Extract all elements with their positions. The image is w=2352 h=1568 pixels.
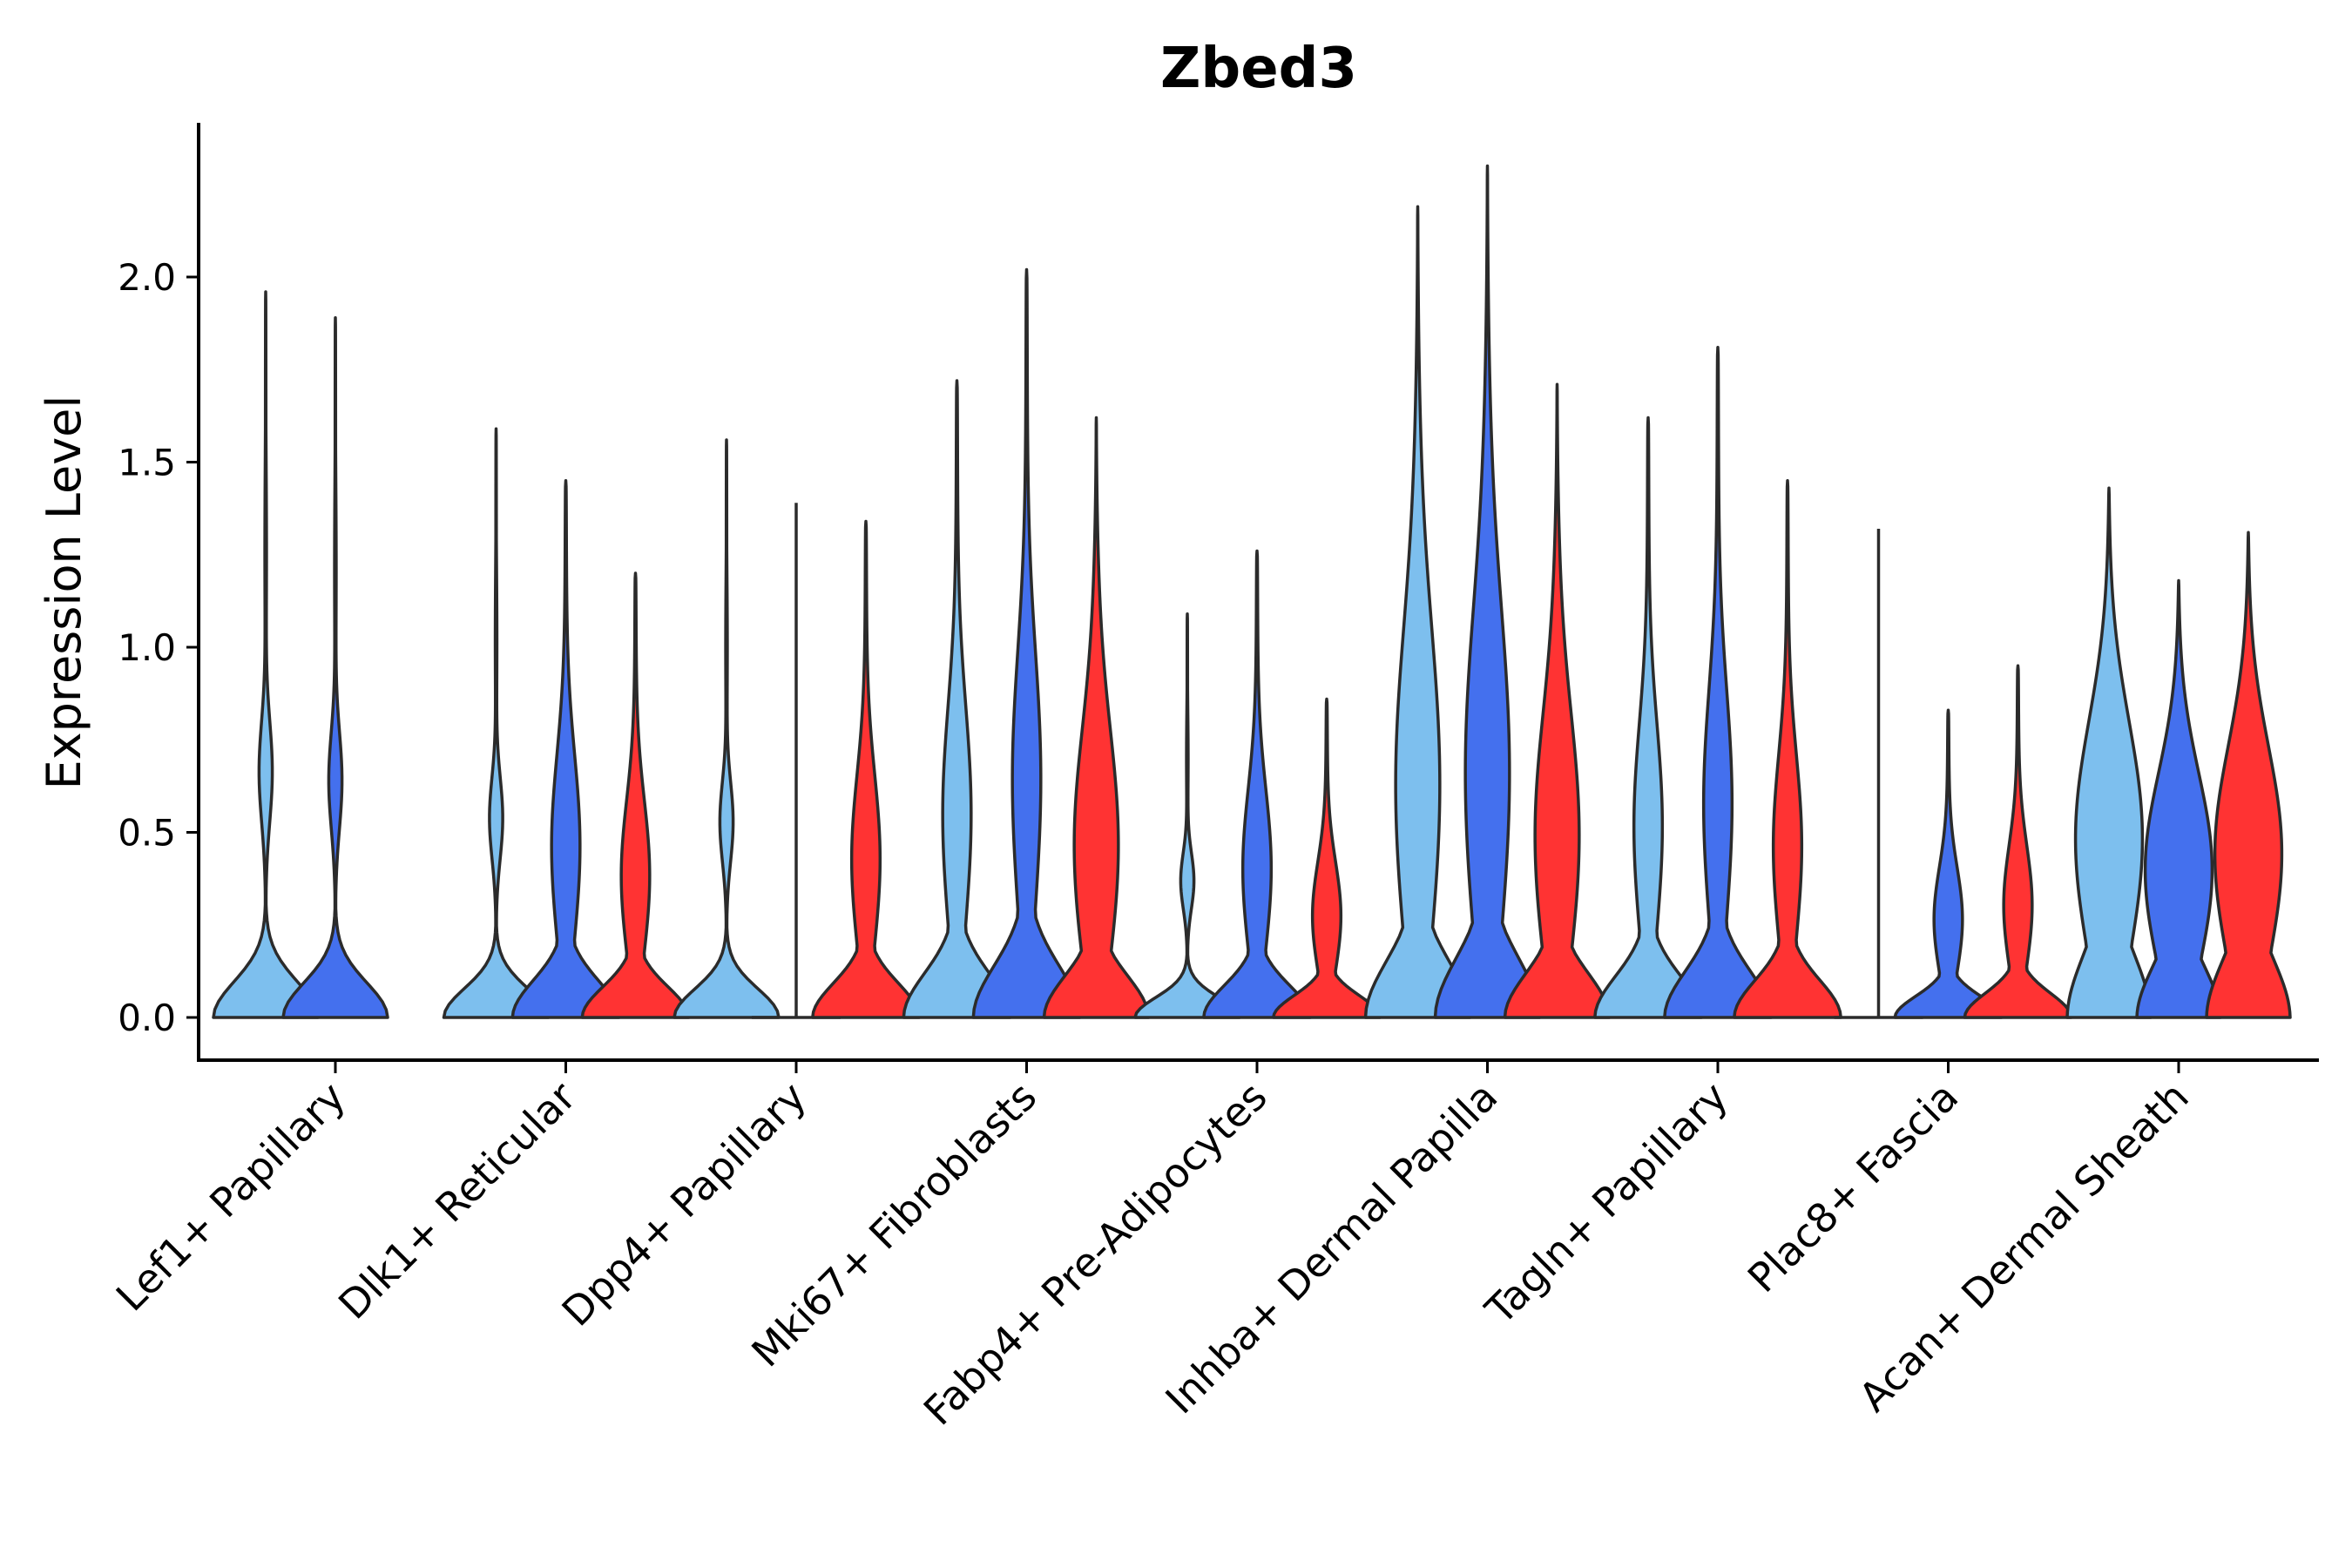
y-tick-label: 2.0 (118, 256, 176, 299)
violin (1663, 346, 1773, 1019)
y-tick-label: 0.0 (118, 997, 176, 1039)
violin (1593, 416, 1703, 1019)
chart-title: Zbed3 (1160, 37, 1357, 101)
violin (1133, 612, 1241, 1019)
violin (1363, 205, 1472, 1019)
violin (580, 571, 691, 1019)
violin (1503, 382, 1612, 1019)
y-tick-label: 1.5 (118, 442, 176, 484)
violin (212, 290, 320, 1019)
violin (811, 519, 921, 1019)
violin (1733, 479, 1842, 1019)
violin (2135, 578, 2222, 1019)
y-ticks: 0.0 0.5 1.0 1.5 2.0 (118, 256, 199, 1039)
violin (281, 316, 389, 1019)
violin (902, 379, 1012, 1019)
violin (2065, 486, 2153, 1019)
violin (510, 479, 621, 1019)
y-tick-label: 0.5 (118, 812, 176, 855)
violin (1893, 708, 2004, 1019)
violin (672, 438, 781, 1019)
violin (1963, 664, 2073, 1019)
x-tick-label: Plac8+ Fascia (1739, 1073, 1967, 1301)
violin (1042, 416, 1151, 1019)
x-tick-label: Dlk1+ Reticular (329, 1073, 585, 1328)
violin (2205, 531, 2292, 1019)
y-axis-title: Expression Level (37, 395, 91, 790)
violin (442, 427, 551, 1019)
violins (212, 164, 2292, 1019)
x-tick-label: Dpp4+ Papillary (553, 1073, 815, 1335)
y-tick-label: 1.0 (118, 626, 176, 669)
x-tick-label: Tagln+ Papillary (1476, 1073, 1737, 1335)
violin (1202, 549, 1312, 1019)
x-tick-label: Lef1+ Papillary (107, 1073, 355, 1321)
violin (971, 267, 1082, 1019)
violin (1272, 697, 1382, 1019)
violin (1433, 164, 1542, 1019)
